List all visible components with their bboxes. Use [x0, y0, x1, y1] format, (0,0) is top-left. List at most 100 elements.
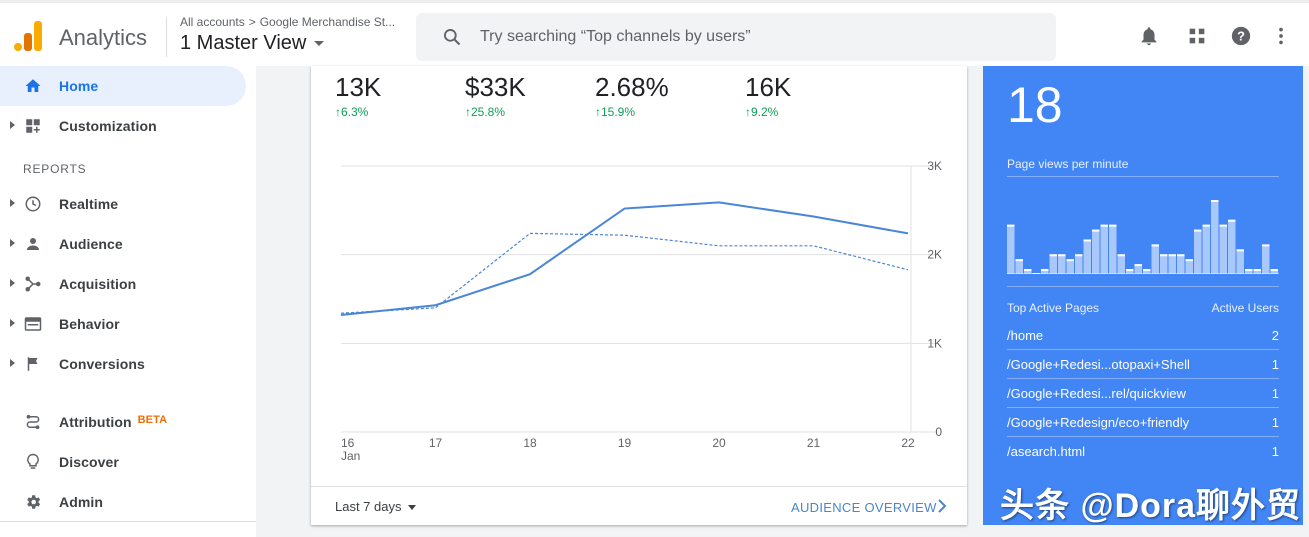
histogram-bar-cap — [1092, 229, 1100, 232]
more-vert-icon[interactable] — [1270, 25, 1292, 47]
histogram-bar — [1151, 244, 1159, 274]
search-icon — [444, 29, 461, 46]
analytics-logo[interactable] — [14, 21, 42, 51]
x-tick-label: 16 — [341, 436, 355, 450]
expand-arrow-icon[interactable] — [10, 359, 15, 367]
histogram-bar-cap — [1219, 224, 1227, 227]
expand-arrow-icon[interactable] — [10, 239, 15, 247]
sidebar-item-customization[interactable]: Customization — [0, 106, 246, 146]
page-path: /Google+Redesi...rel/quickview — [1007, 386, 1186, 401]
sidebar-item-label: Audience — [59, 236, 123, 252]
histogram-bar — [1253, 269, 1261, 274]
realtime-panel[interactable]: 18 Page views per minute Top Active Page… — [983, 66, 1303, 525]
breadcrumb-root[interactable]: All accounts — [180, 15, 245, 29]
row-divider — [1007, 407, 1279, 408]
sidebar-item-acquisition[interactable]: Acquisition — [0, 264, 246, 304]
sidebar-item-realtime[interactable]: Realtime — [0, 184, 246, 224]
histogram-bar-cap — [1117, 254, 1125, 257]
histogram-bar — [1058, 254, 1066, 274]
histogram-bar — [1185, 259, 1193, 274]
histogram-bar — [1049, 254, 1057, 274]
top-page-row[interactable]: /asearch.html 1 — [1007, 437, 1279, 466]
bell-icon[interactable] — [1138, 25, 1160, 47]
gear-icon — [27, 495, 41, 509]
sidebar-item-discover[interactable]: Discover — [0, 442, 246, 482]
arrow-up-icon: ↑ — [465, 105, 471, 119]
metric-users[interactable]: 13K ↑6.3% — [335, 72, 381, 119]
metric-revenue[interactable]: $33K ↑25.8% — [465, 72, 526, 119]
histogram-bar-cap — [1177, 254, 1185, 257]
histogram-bar-cap — [1024, 269, 1032, 272]
histogram-bar-cap — [1083, 239, 1091, 242]
chevron-right-icon[interactable] — [935, 498, 949, 514]
metric-delta: ↑9.2% — [745, 105, 779, 119]
sidebar-item-home[interactable]: Home — [0, 66, 246, 106]
sidebar-item-admin[interactable]: Admin — [0, 482, 246, 522]
histogram-bar — [1143, 269, 1151, 274]
top-pages-label: Top Active Pages — [1007, 301, 1100, 315]
top-page-row[interactable]: /Google+Redesi...otopaxi+Shell 1 — [1007, 350, 1279, 379]
expand-arrow-icon[interactable] — [10, 121, 15, 129]
x-tick-label: 22 — [901, 436, 915, 450]
histogram-bar — [1126, 269, 1134, 274]
sidebar-item-label: Home — [59, 78, 99, 94]
y-tick-label: 0 — [935, 425, 942, 439]
top-page-row[interactable]: /home 2 — [1007, 321, 1279, 350]
top-page-row[interactable]: /Google+Redesi...rel/quickview 1 — [1007, 379, 1279, 408]
sidebar-item-behavior[interactable]: Behavior — [0, 304, 246, 344]
histogram-bar — [1117, 254, 1125, 274]
histogram-bar — [1211, 200, 1219, 274]
expand-arrow-icon[interactable] — [10, 199, 15, 207]
histogram-bar — [1262, 244, 1270, 274]
page-path: /Google+Redesign/eco+friendly — [1007, 415, 1190, 430]
metric-delta: ↑15.9% — [595, 105, 636, 119]
sidebar-divider — [0, 521, 256, 522]
metric-conversion-rate[interactable]: 2.68% ↑15.9% — [595, 72, 669, 119]
top-page-row[interactable]: /Google+Redesign/eco+friendly 1 — [1007, 408, 1279, 437]
active-users-count: 18 — [1007, 77, 1063, 133]
expand-arrow-icon[interactable] — [10, 319, 15, 327]
expand-arrow-icon[interactable] — [10, 279, 15, 287]
breadcrumb-separator: > — [248, 15, 256, 29]
histogram-bar-cap — [1134, 264, 1142, 267]
histogram-bar-cap — [1100, 224, 1108, 227]
attribution-icon — [26, 414, 40, 430]
page-active-users: 1 — [1271, 357, 1279, 372]
attribution-label: Attribution — [59, 414, 132, 430]
histogram-bar-cap — [1202, 224, 1210, 227]
sidebar-item-label: Discover — [59, 454, 119, 470]
histogram-bar — [1168, 254, 1176, 274]
histogram-bar-cap — [1126, 269, 1134, 272]
card-footer-divider — [311, 486, 967, 487]
app-name: Analytics — [59, 25, 148, 50]
histogram-bar — [1202, 224, 1210, 274]
home-icon — [25, 79, 41, 92]
sidebar-item-label: Realtime — [59, 196, 119, 212]
sidebar-item-audience[interactable]: Audience — [0, 224, 246, 264]
caret-down-icon — [314, 41, 325, 47]
histogram-bar-cap — [1049, 254, 1057, 257]
metric-sessions[interactable]: 16K ↑9.2% — [745, 72, 791, 119]
sidebar-item-attribution[interactable]: Attribution BETA — [0, 402, 246, 442]
row-divider — [1007, 436, 1279, 437]
search-box[interactable]: Try searching “Top channels by users” — [416, 13, 1056, 61]
histogram-bar — [1109, 224, 1117, 274]
sidebar-item-conversions[interactable]: Conversions — [0, 344, 246, 384]
view-selector[interactable]: 1 Master View — [180, 32, 325, 55]
histogram-bar-cap — [1058, 254, 1066, 257]
sidebar-item-label: Behavior — [59, 316, 120, 332]
breadcrumb[interactable]: All accounts > Google Merchandise St... — [180, 15, 395, 29]
clock-icon — [25, 196, 41, 212]
sidebar-item-label: Attribution BETA — [59, 414, 167, 430]
help-icon[interactable]: ? — [1230, 25, 1252, 47]
apps-grid-icon[interactable] — [1186, 25, 1208, 47]
flag-icon — [27, 357, 38, 371]
date-range-selector[interactable]: Last 7 days — [335, 499, 416, 514]
histogram-bar-cap — [1041, 269, 1049, 272]
panel-divider — [1007, 176, 1279, 177]
histogram-bar-cap — [1194, 229, 1202, 232]
audience-overview-link[interactable]: AUDIENCE OVERVIEW — [791, 500, 937, 515]
histogram-bar-cap — [1168, 254, 1176, 257]
histogram-bar-cap — [1185, 259, 1193, 262]
breadcrumb-property[interactable]: Google Merchandise St... — [259, 15, 396, 29]
